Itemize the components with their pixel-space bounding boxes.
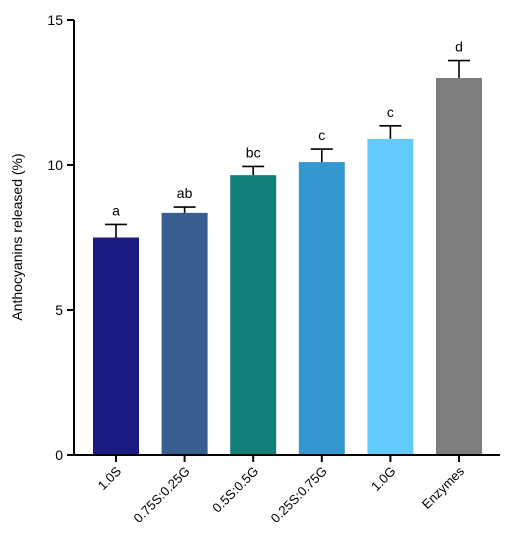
bar-0.5S:0.5G (230, 175, 277, 455)
y-ticks-layer: 0 5 10 15 (47, 12, 74, 463)
x-tick-label: 0.5S:0.5G (209, 464, 261, 516)
significance-label: d (455, 39, 463, 55)
y-tick-label: 0 (55, 447, 63, 463)
y-tick-label: 5 (55, 302, 63, 318)
bar-0.75S:0.25G (161, 212, 208, 455)
x-tick-label: Enzymes (419, 463, 468, 512)
x-tick-label: 1.0G (368, 464, 399, 495)
x-ticks-layer: 1.0S 0.75S:0.25G 0.5S:0.5G 0.25S:0.75G 1.0G E… (95, 455, 468, 526)
x-tick-label: 0.75S:0.25G (130, 464, 192, 526)
y-tick-label: 10 (47, 157, 63, 173)
bar-1.0S (93, 237, 139, 455)
y-axis-title: Anthocyanins released (%) (9, 153, 25, 320)
x-tick-label: 0.25S:0.75G (268, 464, 330, 526)
significance-label: c (387, 104, 394, 120)
significance-label: bc (246, 144, 261, 160)
bars-layer (93, 78, 482, 455)
bar-1.0G (367, 138, 414, 455)
significance-label: c (318, 127, 325, 143)
x-tick-label: 1.0S (95, 463, 125, 493)
error-bars-layer (105, 59, 470, 238)
significance-label: a (112, 202, 120, 218)
significance-label: ab (177, 185, 193, 201)
y-tick-label: 15 (47, 12, 63, 28)
significance-labels-layer: a ab bc c c d (112, 39, 463, 219)
bar-Enzymes (436, 78, 482, 455)
bar-0.25S:0.75G (298, 162, 345, 455)
